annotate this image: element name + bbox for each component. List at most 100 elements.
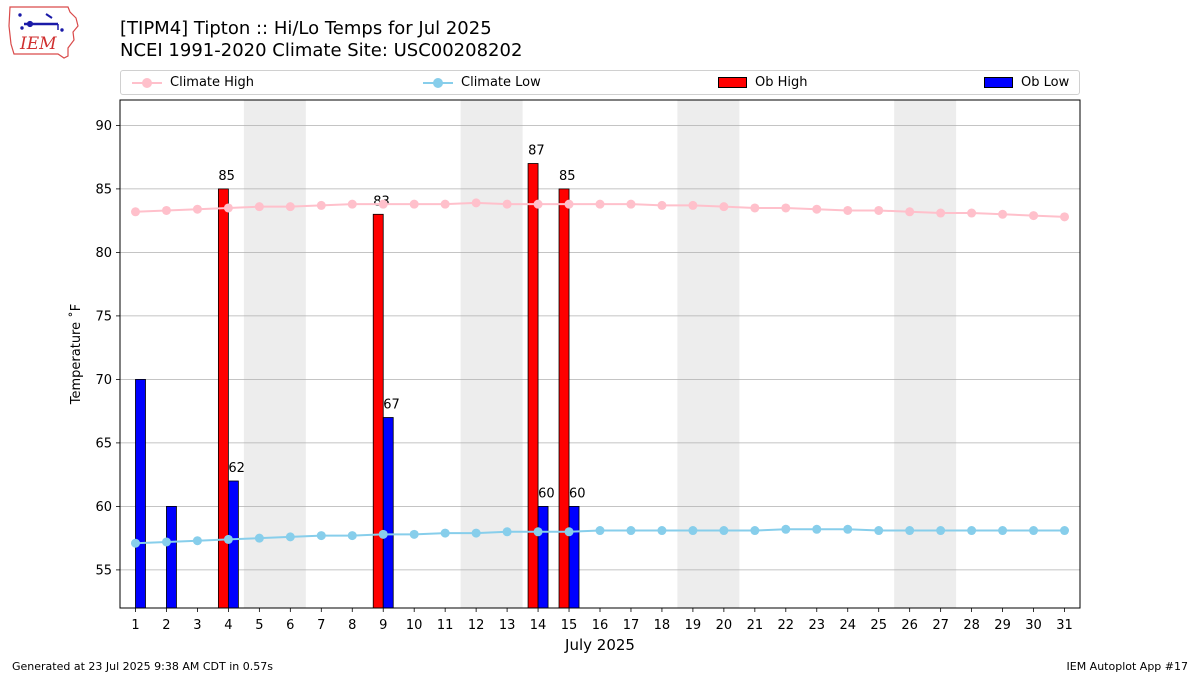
x-tick-label: 15 (561, 618, 578, 633)
x-tick-label: 29 (994, 618, 1011, 633)
x-tick-label: 4 (224, 618, 232, 633)
climate-high-point (1060, 212, 1070, 222)
climate-low-point (905, 526, 915, 536)
x-tick-label: 18 (654, 618, 671, 633)
climate-low-point (192, 536, 202, 546)
y-tick-label: 90 (95, 119, 112, 134)
climate-low-legend-marker (423, 76, 453, 90)
app-credit: IEM Autoplot App #17 (1066, 660, 1189, 673)
weather-station-icon (18, 13, 64, 32)
ob-high-value-label: 85 (559, 169, 576, 184)
climate-high-point (254, 202, 264, 212)
climate-high-point (595, 199, 605, 209)
ob-low-legend-patch (984, 77, 1013, 88)
climate-high-point (161, 205, 171, 215)
x-axis-label: July 2025 (564, 636, 635, 654)
weekend-shade-band (243, 100, 306, 608)
climate-high-point (440, 199, 450, 209)
climate-high-point (843, 205, 853, 215)
climate-high-point (130, 207, 140, 217)
ob-low-bar (135, 378, 146, 609)
ob-low-bar (537, 505, 549, 609)
climate-low-point (223, 534, 233, 544)
climate-low-point (874, 526, 884, 536)
generated-timestamp: Generated at 23 Jul 2025 9:38 AM CDT in … (12, 660, 273, 673)
ob-low-bar (227, 480, 239, 609)
ob-high-legend-patch (718, 77, 747, 88)
climate-high-point (719, 202, 729, 212)
climate-high-point (812, 204, 822, 214)
climate-high-point (781, 203, 791, 213)
climate-low-point (1060, 526, 1070, 536)
climate-low-point (471, 528, 481, 538)
y-tick-label: 85 (95, 182, 112, 197)
climate-low-point (967, 526, 977, 536)
climate-low-point (812, 524, 822, 534)
x-tick-label: 13 (499, 618, 516, 633)
iowa-state-outline (8, 6, 79, 59)
climate-high-point (471, 198, 481, 208)
y-tick-label: 70 (95, 373, 112, 388)
x-tick-label: 7 (317, 618, 325, 633)
climate-high-point (192, 204, 202, 214)
legend-label-climate-high: Climate High (170, 75, 255, 90)
iem-logo: IEM (8, 6, 79, 59)
ob-low-value-label: 67 (383, 398, 400, 413)
x-tick-label: 14 (530, 618, 547, 633)
x-tick-label: 12 (468, 618, 485, 633)
climate-low-point (378, 529, 388, 539)
x-tick-label: 25 (870, 618, 887, 633)
ob-low-bar (568, 505, 580, 609)
x-tick-label: 20 (716, 618, 733, 633)
climate-low-point (626, 526, 636, 536)
climate-low-point (285, 532, 295, 542)
climate-low-point (564, 527, 574, 537)
climate-high-point (1029, 211, 1039, 221)
climate-high-point (688, 200, 698, 210)
climate-high-point (874, 205, 884, 215)
y-tick-label: 75 (95, 309, 112, 324)
climate-high-point (905, 207, 915, 217)
climate-low-point (595, 526, 605, 536)
climate-low-point (688, 526, 698, 536)
x-tick-label: 22 (778, 618, 795, 633)
x-tick-label: 9 (379, 618, 387, 633)
ob-low-value-label: 60 (538, 486, 555, 501)
chart-title: [TIPM4] Tipton :: Hi/Lo Temps for Jul 20… (120, 18, 522, 62)
weekend-shade-band (460, 100, 523, 608)
climate-high-legend-marker (132, 76, 162, 90)
chart-legend: Climate High Climate Low Ob High Ob Low (120, 70, 1080, 95)
legend-item-climate-low: Climate Low (423, 71, 541, 94)
plot-frame (119, 99, 1081, 609)
climate-high-point (223, 203, 233, 213)
x-tick-label: 31 (1056, 618, 1073, 633)
x-tick-label: 19 (685, 618, 702, 633)
ob-high-value-label: 85 (218, 169, 235, 184)
climate-high-point (285, 202, 295, 212)
climate-low-point (936, 526, 946, 536)
climate-low-point (750, 526, 760, 536)
climate-high-point (936, 208, 946, 218)
x-tick-label: 16 (592, 618, 609, 633)
chart-title-line-1: [TIPM4] Tipton :: Hi/Lo Temps for Jul 20… (120, 18, 492, 39)
ob-low-bar (166, 505, 177, 609)
climate-high-point (409, 199, 419, 209)
legend-item-climate-high: Climate High (132, 71, 254, 94)
climate-low-point (781, 524, 791, 534)
y-axis-label: Temperature ˚F (68, 304, 84, 405)
ob-low-value-label: 62 (228, 461, 245, 476)
climate-low-point (254, 533, 264, 543)
ob-high-bar (527, 163, 539, 609)
x-tick-label: 10 (406, 618, 423, 633)
chart-title-line-2: NCEI 1991-2020 Climate Site: USC00208202 (120, 40, 523, 61)
ob-high-bar (558, 188, 570, 609)
x-tick-label: 1 (131, 618, 139, 633)
climate-high-point (347, 199, 357, 209)
x-tick-label: 21 (747, 618, 764, 633)
x-tick-label: 27 (932, 618, 949, 633)
ob-high-bar (217, 188, 229, 609)
x-tick-label: 26 (901, 618, 918, 633)
climate-low-point (502, 527, 512, 537)
logo-text: IEM (19, 34, 57, 54)
climate-high-point (502, 199, 512, 209)
